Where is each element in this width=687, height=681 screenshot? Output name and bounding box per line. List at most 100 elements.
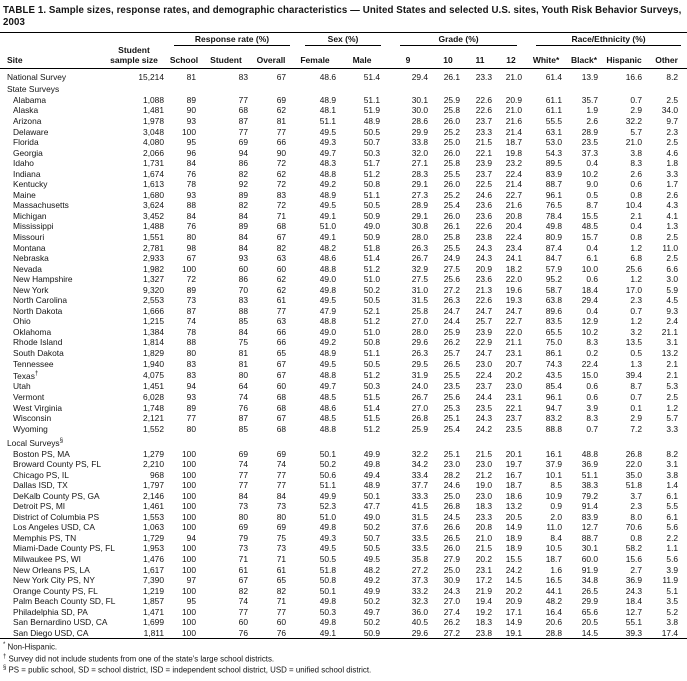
value-cell: 16.1 [545,448,563,459]
value-cell: 65.5 [545,326,563,337]
value-cell: 84 [238,326,248,337]
value-cell: 87.4 [545,242,563,253]
group-grade: Grade (%) [384,32,527,47]
table-row: Wyoming 1,552 80 85 68 48.8 51.2 25.9 25.4 24.2 23… [0,424,687,435]
value-cell: 100 [182,126,196,137]
value-cell: 6.1 [586,253,599,264]
value-cell: 0.5 [630,348,643,358]
value-cell: 80 [186,231,196,242]
col-header-student: Student [200,46,252,69]
value-cell: 26.2 [443,337,461,348]
section-label: State Surveys [7,84,60,95]
value-cell: 3.3 [666,423,679,434]
value-cell: 81 [238,348,248,358]
table-row: Texas† 4,075 83 80 67 48.8 51.2 31.9 25.5 22.4 20.… [0,369,687,381]
value-cell: 77 [238,480,248,491]
value-cell: 5.7 [666,413,679,424]
value-cell: 22.0 [625,459,643,470]
table-row: Miami-Dade County PS, FL 1,953 100 73 73 49.5… [0,543,687,554]
value-cell: 3.8 [666,469,679,480]
value-cell: 13.2 [505,501,523,512]
table-row: Dallas ISD, TX 1,797 100 77 77 51.1 48.9 37.7 24… [0,480,687,491]
value-cell: 100 [182,501,196,512]
value-cell: 21.9 [475,585,493,596]
value-cell: 54.3 [545,147,563,158]
site-cell: Memphis PS, TN [13,532,77,543]
value-cell: 1,748 [143,402,164,413]
value-cell: 2,066 [143,147,164,158]
value-cell: 51.1 [363,348,381,358]
value-cell: 23.1 [505,391,523,402]
value-cell: 68 [276,391,287,402]
value-cell: 31.9 [411,369,429,380]
table-row: Detroit PS, MI 1,461 100 73 73 52.3 47.7 41.5 26… [0,501,687,512]
value-cell: 29.4 [411,71,429,82]
value-cell: 33.5 [411,532,429,543]
value-cell: 24.1 [505,253,523,264]
value-cell: 92 [238,179,248,190]
footnote-texas: † Survey did not include students from o… [3,653,687,664]
value-cell: 5.2 [666,606,679,617]
value-cell: 26.2 [443,617,461,628]
value-cell: 18.7 [505,480,523,491]
value-cell: 0.2 [586,348,599,358]
value-cell: 50.6 [319,469,337,480]
value-cell: 1,953 [143,543,164,554]
value-cell: 28.0 [411,326,429,337]
value-cell: 77 [276,469,287,480]
value-cell: 6.1 [666,511,679,522]
value-cell: 2,146 [143,490,164,501]
value-cell: 26.5 [443,358,461,369]
value-cell: 25.8 [411,305,429,316]
group-label-sex: Sex (%) [305,34,382,47]
value-cell: 27.0 [411,316,429,327]
value-cell: 22.7 [505,316,523,327]
value-cell: 23.0 [475,490,493,501]
site-cell: Orange County PS, FL [13,585,98,596]
value-cell: 21.3 [475,284,493,295]
value-cell: 51.5 [363,413,381,424]
value-cell: 32.2 [625,115,643,126]
value-cell: 23.8 [475,627,493,638]
value-cell: 24.6 [475,189,493,200]
value-cell: 61.1 [545,105,563,116]
value-cell: 49.5 [363,553,381,564]
value-cell: 63 [276,316,287,327]
site-cell: Montana [13,242,46,253]
site-cell: Mississippi [13,221,54,232]
value-cell: 17.1 [505,606,523,617]
value-cell: 48.3 [319,158,337,169]
table-row: New Hampshire 1,327 72 86 62 49.0 51.0 27.5 25.6… [0,274,687,285]
value-cell: 2.9 [630,105,643,116]
value-cell: 28.2 [443,469,461,480]
value-cell: 25.6 [625,263,643,274]
value-cell: 21.0 [505,105,523,116]
value-cell: 23.5 [443,381,461,392]
footnotes: * Non-Hispanic. † Survey did not include… [0,639,687,675]
value-cell: 1,613 [143,179,164,190]
value-cell: 60 [238,617,248,628]
value-cell: 22.6 [475,105,493,116]
site-cell: Alaska [13,105,39,116]
value-cell: 2.3 [630,295,643,306]
value-cell: 25.0 [443,137,461,148]
value-cell: 1.4 [666,480,679,491]
value-cell: 9.7 [666,115,679,126]
value-cell: 3.3 [666,168,679,179]
value-cell: 1,279 [143,448,164,459]
value-cell: 89.5 [545,158,563,169]
value-cell: 34.8 [581,575,599,586]
value-cell: 5.9 [666,284,679,295]
value-cell: 23.9 [475,158,493,169]
value-cell: 0.5 [586,189,599,200]
site-cell: Massachusetts [13,200,69,211]
value-cell: 60 [276,381,287,392]
value-cell: 3,452 [143,210,164,221]
value-cell: 23.0 [475,459,493,470]
value-cell: 84 [238,242,248,253]
site-cell: Broward County PS, FL [13,459,101,470]
value-cell: 24.3 [475,253,493,264]
site-cell: Ohio [13,316,31,327]
value-cell: 51.5 [363,391,381,402]
